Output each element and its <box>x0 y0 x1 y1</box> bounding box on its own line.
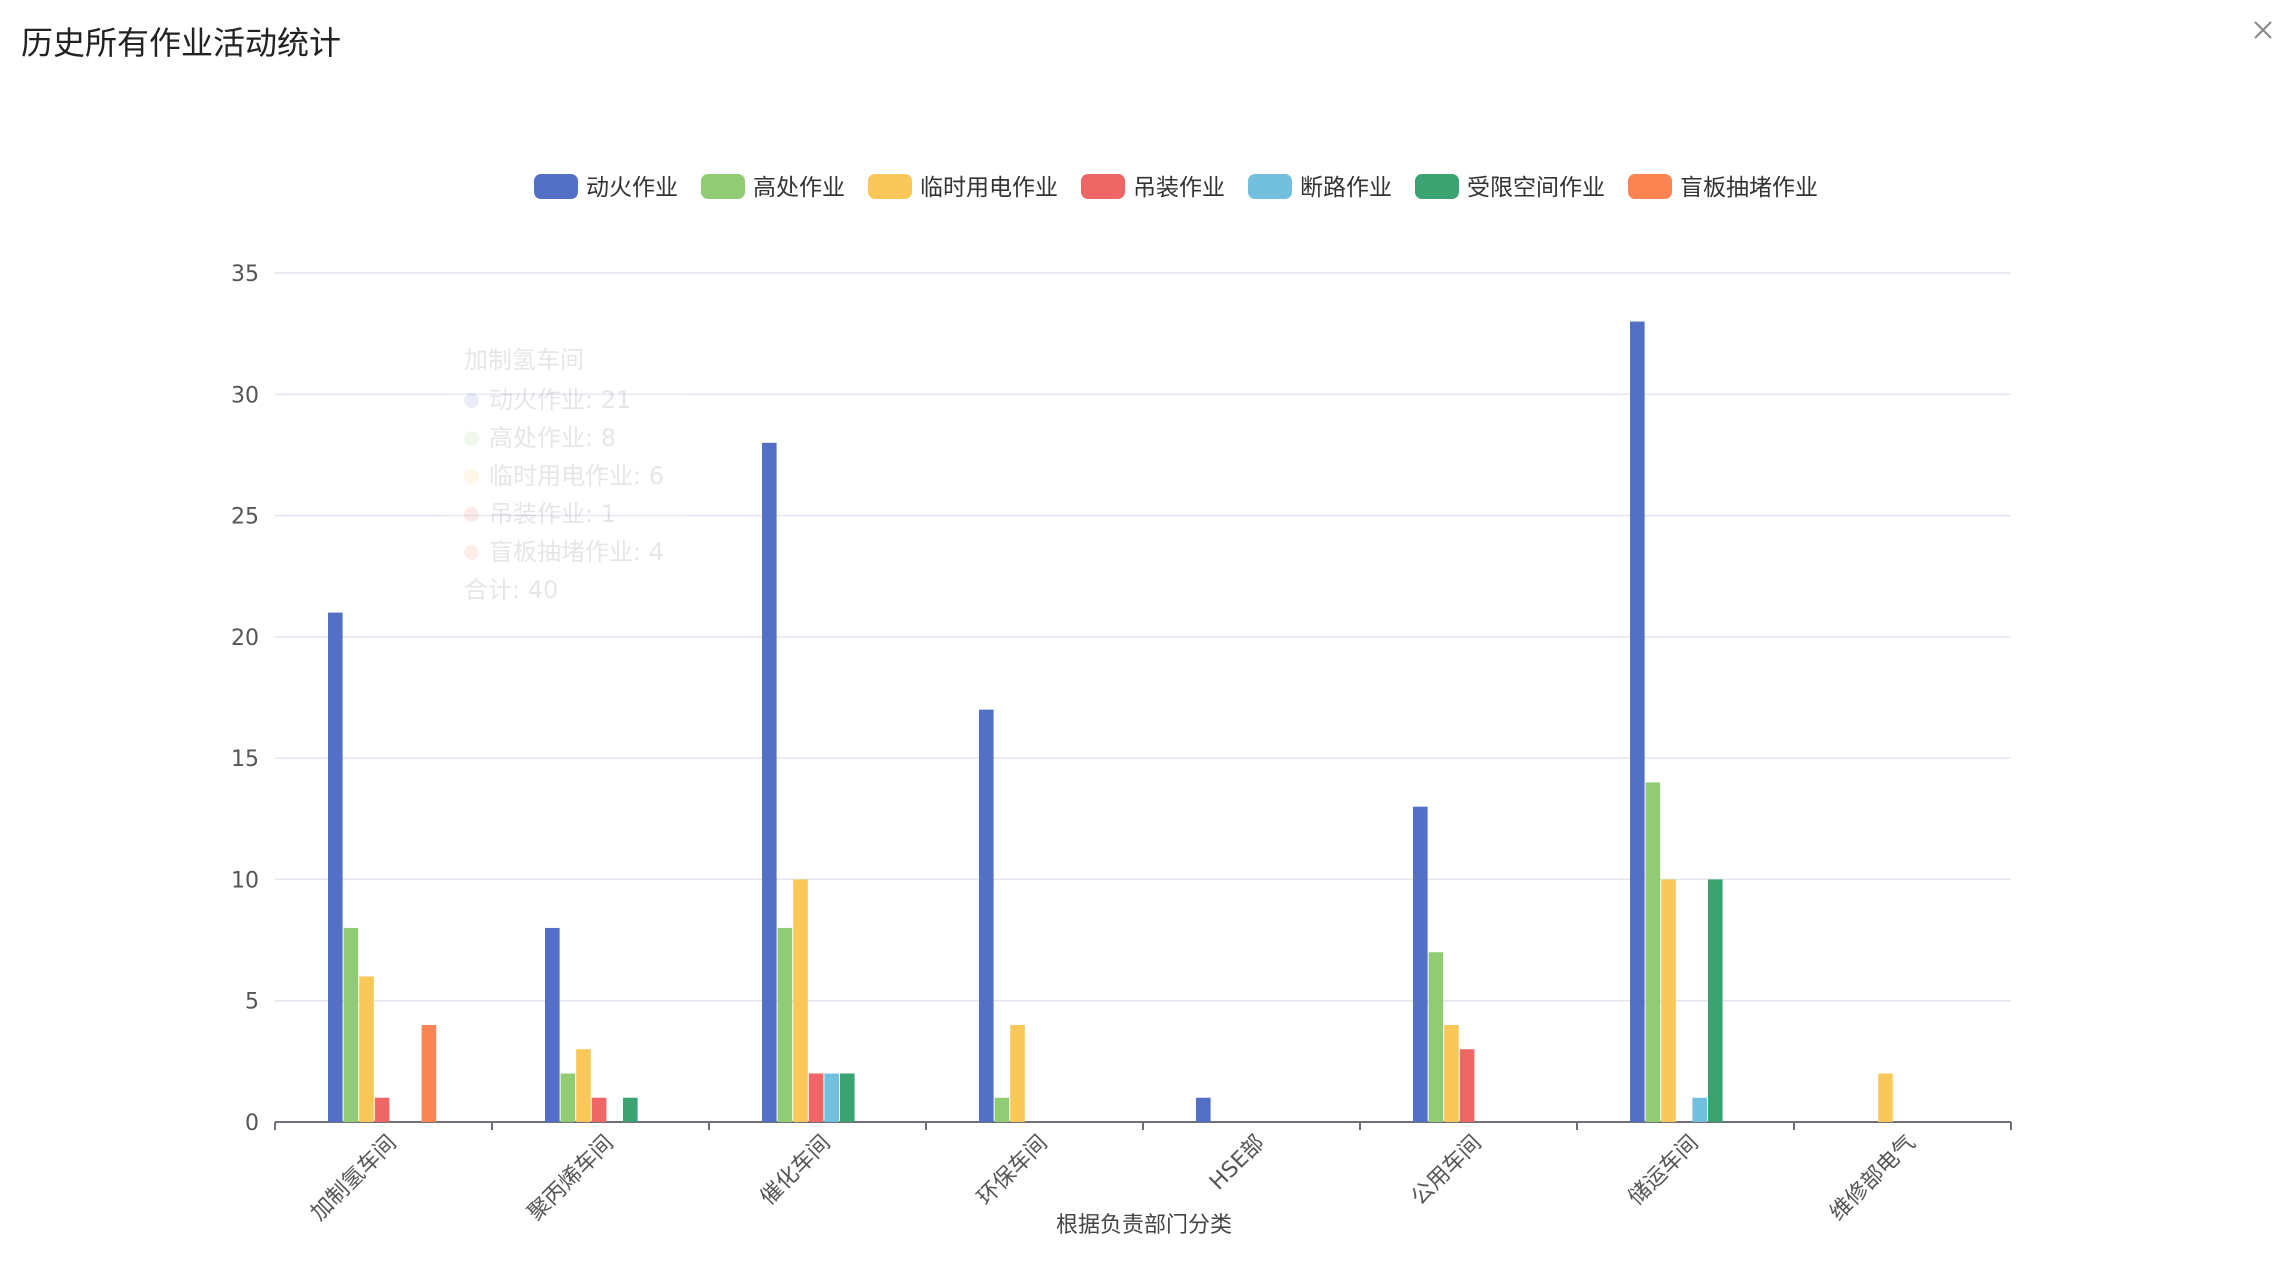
series-dot-icon <box>464 506 479 522</box>
bar[interactable] <box>1428 952 1444 1122</box>
bar[interactable] <box>979 709 994 1122</box>
bar[interactable] <box>359 976 374 1122</box>
y-tick-label: 10 <box>231 868 259 893</box>
bar[interactable] <box>1630 321 1645 1122</box>
legend-item[interactable]: 断路作业 <box>1248 174 1392 201</box>
legend-swatch <box>1415 174 1459 199</box>
y-tick-label: 25 <box>231 505 259 530</box>
y-tick-label: 35 <box>231 262 259 287</box>
bar[interactable] <box>1010 1024 1025 1122</box>
y-tick-label: 15 <box>231 747 259 772</box>
chart-legend: 动火作业 高处作业 临时用电作业 吊装作业 断路作业 受限空间作业 盲板抽堵作业 <box>534 174 1818 201</box>
bar[interactable] <box>421 1024 437 1122</box>
legend-item[interactable]: 盲板抽堵作业 <box>1628 174 1818 201</box>
page-title: 历史所有作业活动统计 <box>21 24 342 62</box>
legend-swatch <box>534 174 578 199</box>
chart-tooltip: 加制氢车间 动火作业: 21 高处作业: 8 临时用电作业: 6 吊装作业: 1 盲板抽… <box>442 318 688 618</box>
series-dot-icon <box>464 392 479 408</box>
bar[interactable] <box>808 1073 824 1122</box>
bar[interactable] <box>1444 1024 1459 1122</box>
x-axis-title: 根据负责部门分类 <box>1056 1213 1232 1238</box>
bar[interactable] <box>1692 1097 1707 1122</box>
x-tick-label: 聚丙烯车间 <box>523 1131 618 1226</box>
x-axis: 加制氢车间 聚丙烯车间 催化车间 环保车间 HSE部 公用车间 储运车间 维修部电气 <box>274 1121 2012 1226</box>
bar[interactable] <box>1196 1097 1211 1122</box>
x-tick-label: 加制氢车间 <box>306 1131 401 1226</box>
tooltip-row: 盲板抽堵作业: 4 <box>464 533 666 571</box>
tooltip-row: 吊装作业: 1 <box>464 495 666 533</box>
legend-label: 盲板抽堵作业 <box>1680 175 1818 201</box>
tooltip-row-label: 盲板抽堵作业: 4 <box>489 538 664 566</box>
legend-label: 临时用电作业 <box>920 175 1058 201</box>
bar[interactable] <box>623 1097 638 1122</box>
x-tick-label: 环保车间 <box>973 1131 1053 1211</box>
legend-item[interactable]: 动火作业 <box>534 174 678 201</box>
close-icon <box>2254 21 2272 39</box>
grid-lines <box>275 272 2011 1002</box>
x-tick-label: 维修部电气 <box>1825 1131 1920 1226</box>
bar[interactable] <box>374 1097 390 1122</box>
bar[interactable] <box>545 927 560 1122</box>
bar[interactable] <box>994 1097 1010 1122</box>
tooltip-row: 临时用电作业: 6 <box>464 457 666 495</box>
series-dot-icon <box>464 544 479 560</box>
bar[interactable] <box>343 927 359 1122</box>
legend-label: 高处作业 <box>753 175 845 201</box>
y-tick-label: 20 <box>231 626 259 651</box>
bar[interactable] <box>1661 879 1676 1122</box>
bar[interactable] <box>1878 1073 1893 1122</box>
legend-label: 受限空间作业 <box>1467 175 1605 201</box>
legend-swatch <box>1248 174 1292 199</box>
legend-swatch <box>1081 174 1125 199</box>
legend-swatch <box>1628 174 1672 199</box>
tooltip-row-label: 动火作业: 21 <box>489 386 632 414</box>
bars <box>328 321 1893 1122</box>
series-dot-icon <box>464 468 479 484</box>
bar[interactable] <box>591 1097 607 1122</box>
legend-swatch <box>701 174 745 199</box>
series-dot-icon <box>464 430 479 446</box>
tooltip-row: 高处作业: 8 <box>464 419 666 457</box>
x-tick-label: 催化车间 <box>756 1131 836 1211</box>
y-tick-label: 0 <box>245 1111 259 1136</box>
tooltip-row-label: 高处作业: 8 <box>489 424 616 452</box>
bar[interactable] <box>1413 806 1428 1122</box>
bar[interactable] <box>1459 1049 1475 1122</box>
legend-label: 吊装作业 <box>1133 175 1225 201</box>
tooltip-row-label: 临时用电作业: 6 <box>489 462 664 490</box>
tooltip-total: 合计: 40 <box>464 576 559 604</box>
y-tick-label: 30 <box>231 383 259 408</box>
legend-label: 断路作业 <box>1300 175 1392 201</box>
bar[interactable] <box>576 1049 591 1122</box>
legend-label: 动火作业 <box>586 175 678 201</box>
bar[interactable] <box>840 1073 855 1122</box>
bar[interactable] <box>777 927 793 1122</box>
bar[interactable] <box>824 1073 839 1122</box>
tooltip-row-label: 吊装作业: 1 <box>489 500 616 528</box>
bar[interactable] <box>762 442 777 1122</box>
bar[interactable] <box>328 612 343 1122</box>
y-axis: 0 5 10 15 20 25 30 35 <box>231 262 259 1136</box>
legend-item[interactable]: 临时用电作业 <box>868 174 1058 201</box>
close-button[interactable] <box>2247 12 2277 48</box>
bar[interactable] <box>560 1073 576 1122</box>
legend-swatch <box>868 174 912 199</box>
x-tick-label: 公用车间 <box>1407 1131 1487 1211</box>
x-tick-label: 储运车间 <box>1624 1131 1704 1211</box>
tooltip-title: 加制氢车间 <box>464 346 584 374</box>
legend-item[interactable]: 高处作业 <box>701 174 845 201</box>
tooltip-row: 动火作业: 21 <box>464 381 666 419</box>
legend-item[interactable]: 受限空间作业 <box>1415 174 1605 201</box>
bar[interactable] <box>793 879 808 1122</box>
x-tick-label: HSE部 <box>1205 1131 1270 1196</box>
legend-item[interactable]: 吊装作业 <box>1081 174 1225 201</box>
bar[interactable] <box>1645 782 1661 1122</box>
bar[interactable] <box>1708 879 1723 1122</box>
y-tick-label: 5 <box>245 990 259 1015</box>
